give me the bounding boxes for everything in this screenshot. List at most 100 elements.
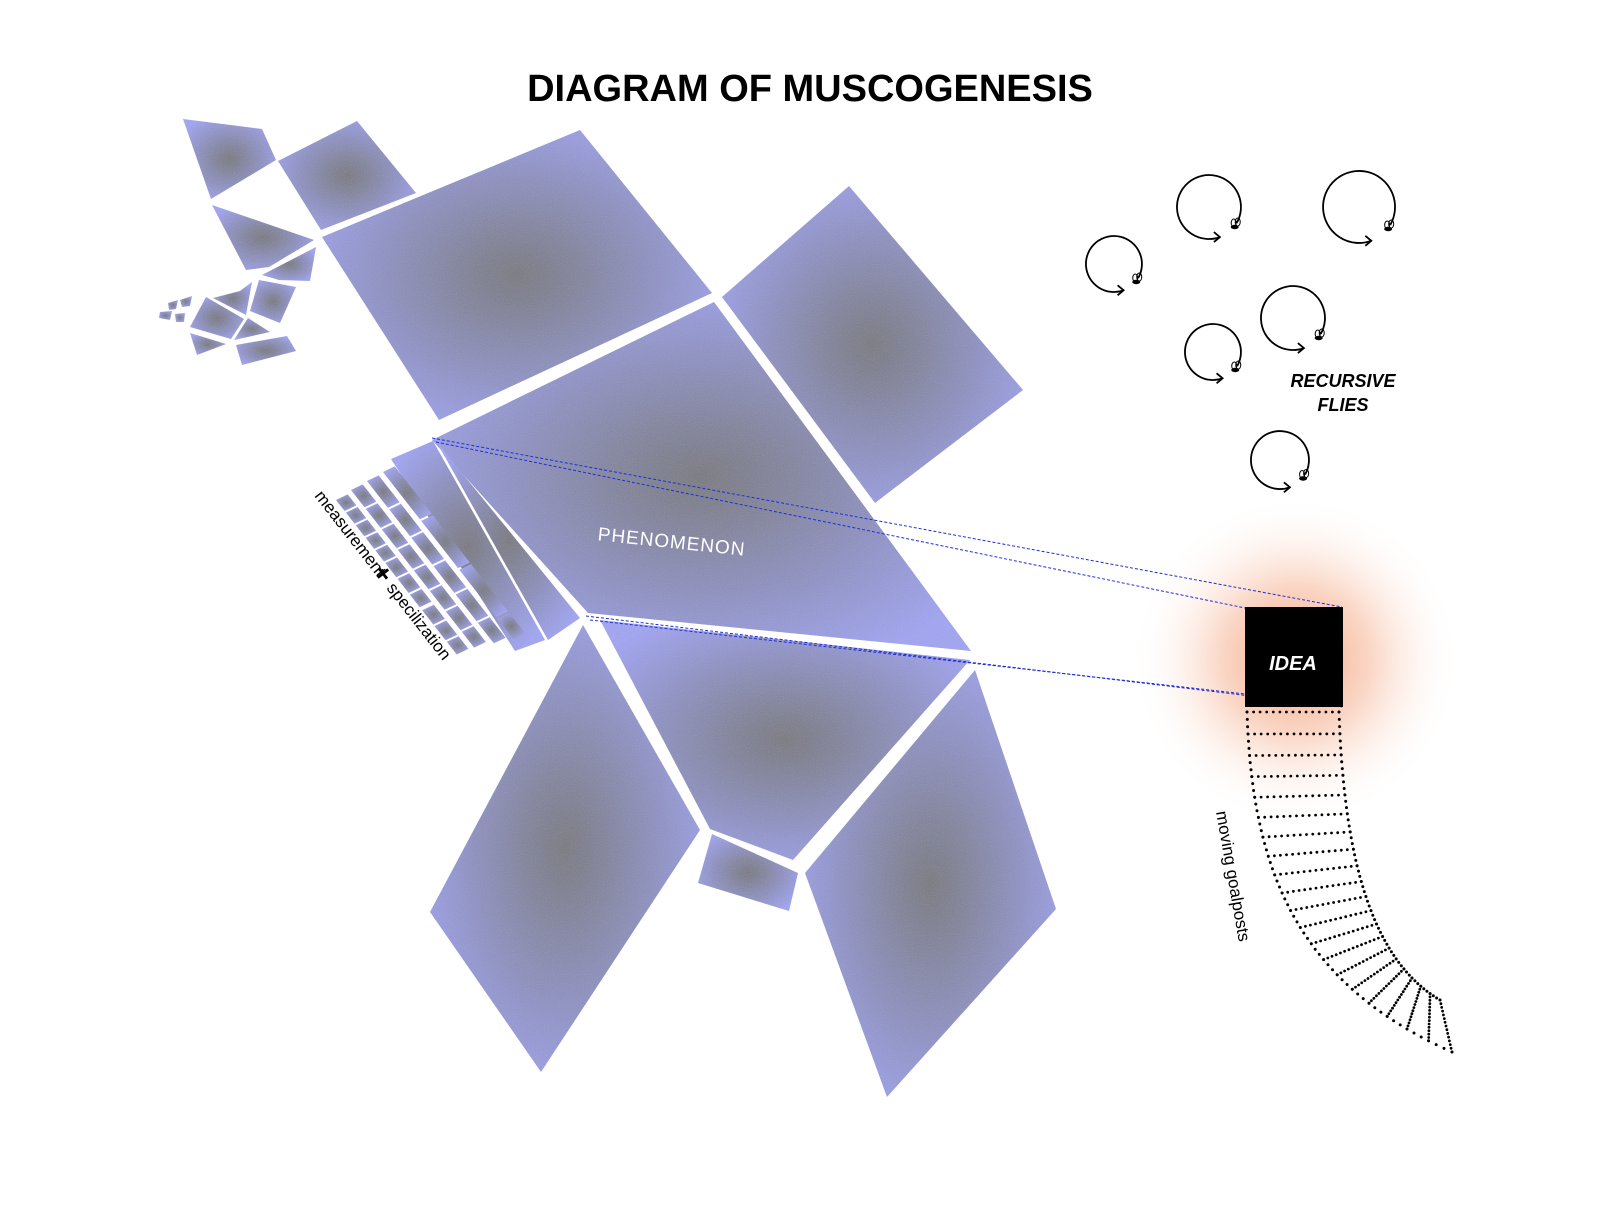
goalpost-rail-dot	[1245, 717, 1249, 721]
goalpost-dot	[1349, 914, 1353, 917]
goalpost-dot	[1276, 815, 1279, 819]
goalpost-dot	[1292, 833, 1296, 837]
recursive-loop-arrow-icon	[1260, 285, 1326, 351]
goalpost-rail-dot	[1366, 899, 1369, 903]
goalpost-dot	[1269, 815, 1273, 819]
goalpost-dot	[1428, 1015, 1431, 1019]
goalpost-dot	[1302, 774, 1306, 778]
goalpost-dot	[1309, 851, 1313, 855]
goalpost-dot	[1400, 993, 1403, 996]
goalpost-dot	[1289, 774, 1293, 778]
goalpost-dot	[1350, 965, 1354, 969]
goalpost-dot	[1391, 959, 1395, 963]
goalpost-dot	[1323, 938, 1327, 941]
goalpost-dot	[1286, 834, 1290, 837]
goalpost-dot	[1320, 868, 1324, 872]
goalpost-rail-dot	[1413, 979, 1417, 983]
goalpost-dot	[1348, 898, 1352, 901]
goalpost-dot	[1356, 928, 1360, 931]
measurement-cell	[383, 466, 432, 520]
goalpost-dot	[1343, 865, 1347, 869]
goalpost-dot	[1311, 794, 1315, 798]
goalpost-dot	[1347, 948, 1351, 952]
goalpost-rail-dot	[1306, 936, 1309, 940]
facet	[262, 247, 316, 281]
goalpost-dot	[1282, 774, 1286, 778]
measurement-cell	[389, 503, 422, 537]
recursive-loop-arrow-icon	[1184, 323, 1242, 381]
goalpost-rail-dot	[1379, 930, 1382, 934]
goalpost-rail-dot	[1340, 767, 1344, 771]
goalpost-rail-dot	[1345, 983, 1349, 986]
goalpost-rail-dot	[1345, 806, 1348, 810]
goalpost-dot	[1361, 960, 1365, 963]
goalpost-rail-dot	[1247, 746, 1251, 750]
goalpost-rail-dot	[1273, 873, 1277, 877]
goalpost-dot	[1326, 956, 1330, 960]
goalpost-dot	[1354, 963, 1358, 967]
fly-icon	[1231, 360, 1242, 373]
measurement-cell	[421, 515, 470, 569]
goalpost-dot	[1279, 732, 1283, 736]
arrow-head-icon	[1364, 235, 1373, 247]
goalpost-rail-dot	[1345, 812, 1349, 816]
goalpost-dot	[1328, 774, 1332, 777]
goalpost-dot	[1295, 774, 1299, 778]
goalpost-dot	[1285, 872, 1288, 875]
goalpost-rail-dot	[1364, 895, 1368, 898]
goalpost-dot	[1357, 983, 1360, 987]
measurement-cell	[409, 589, 432, 608]
measurement-cell	[381, 523, 409, 549]
goalpost-dot	[1417, 990, 1421, 994]
recursive-loop-arrow-icon	[1322, 170, 1396, 244]
goalpost-dot	[1333, 812, 1336, 816]
goalpost-rail-dot	[1405, 970, 1408, 974]
goalpost-dot	[1360, 943, 1363, 947]
recursive-label-line1: RECURSIVE	[1290, 371, 1396, 391]
goalpost-dot	[1343, 949, 1346, 953]
goalpost-dot	[1407, 1021, 1411, 1025]
goalpost-rail-dot	[1317, 952, 1321, 956]
goalpost-dot	[1286, 732, 1289, 736]
goalpost-dot	[1333, 849, 1337, 853]
goalpost-dot	[1320, 813, 1324, 817]
goalpost-rail-dot	[1322, 958, 1326, 962]
goalpost-rail-dot	[1339, 746, 1343, 750]
goalpost-dot	[1361, 926, 1364, 930]
goalpost-dot	[1325, 885, 1329, 888]
recursive-fly	[1260, 285, 1326, 354]
fly-icon	[1230, 217, 1241, 230]
goalpost-dot	[1337, 883, 1340, 887]
goalpost-dot	[1278, 710, 1282, 714]
goalpost-rail-dot	[1250, 775, 1254, 779]
goalpost-dot	[1447, 1035, 1450, 1039]
goalpost-rail-dot	[1373, 918, 1377, 922]
goalpost-rail-dot	[1326, 963, 1330, 967]
goalpost-rail-dot	[1434, 1043, 1438, 1047]
goalpost-dot	[1302, 870, 1306, 873]
goalpost-dot	[1427, 1029, 1431, 1033]
goalpost-dot	[1326, 813, 1330, 816]
goalpost-dot	[1372, 972, 1376, 976]
goalpost-rail-dot	[1357, 869, 1360, 873]
goalpost-rail-dot	[1392, 953, 1396, 957]
goalpost-rail-dot	[1266, 854, 1270, 858]
goalpost-dot	[1336, 831, 1340, 835]
goalpost-rail-dot	[1256, 815, 1260, 819]
goalpost-dot	[1398, 995, 1401, 999]
goalpost-dot	[1368, 940, 1372, 943]
goalpost-dot	[1265, 710, 1269, 714]
goalpost-dot	[1294, 908, 1298, 911]
goalpost-dot	[1382, 987, 1386, 990]
goalpost-rail-dot	[1292, 914, 1296, 918]
goalpost-dot	[1319, 921, 1322, 925]
projection-lines	[431, 437, 1343, 708]
goalpost-dot	[1253, 732, 1256, 736]
goalpost-rail-dot	[1422, 987, 1426, 991]
goalpost-dot	[1299, 732, 1302, 736]
goalpost-rail-dot	[1356, 992, 1360, 996]
goalpost-dot	[1298, 833, 1302, 837]
goalpost-dot	[1308, 774, 1312, 778]
goalpost-rail-dot	[1251, 782, 1255, 786]
goalpost-dot	[1428, 1005, 1432, 1009]
